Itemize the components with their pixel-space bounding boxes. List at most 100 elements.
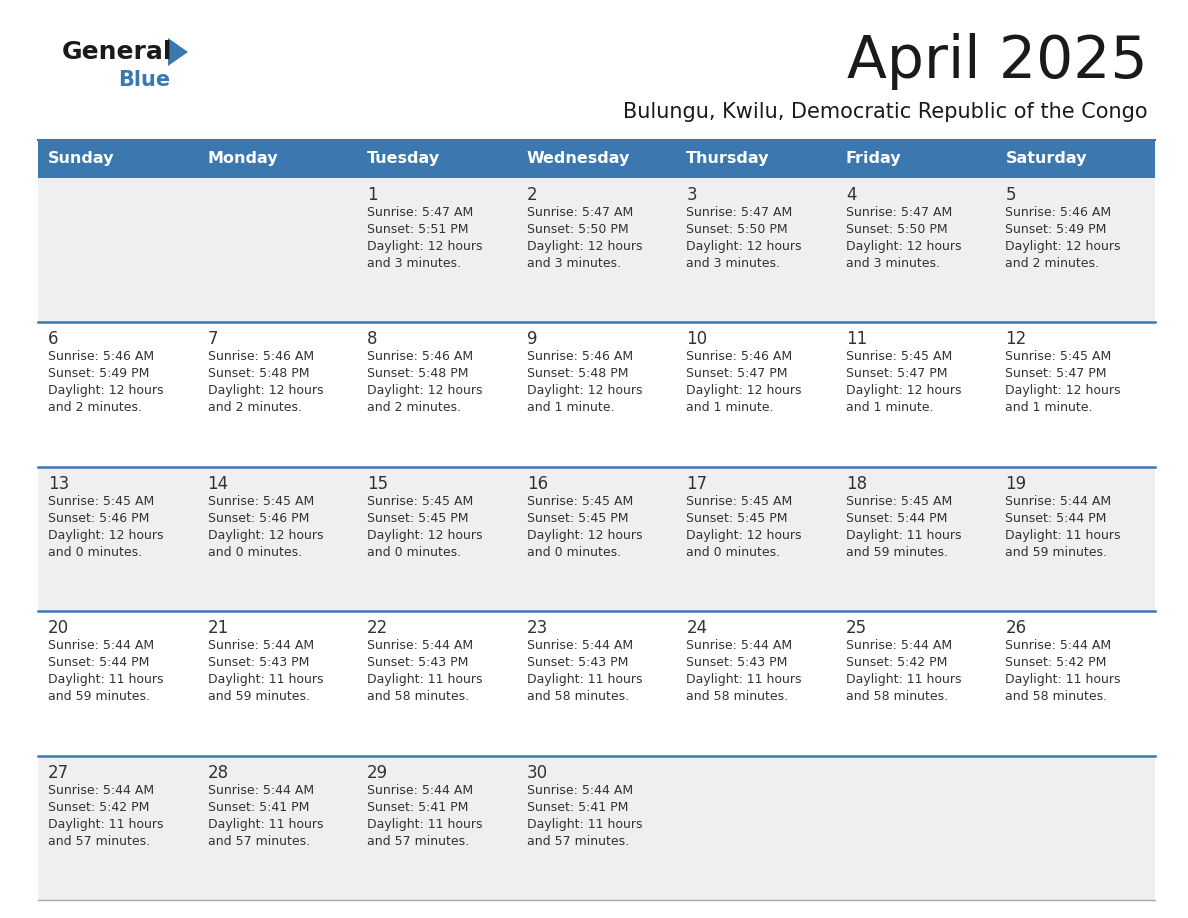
Text: and 0 minutes.: and 0 minutes. bbox=[687, 546, 781, 559]
Text: Sunset: 5:42 PM: Sunset: 5:42 PM bbox=[48, 800, 150, 813]
Bar bbox=[358, 466, 517, 611]
Text: Daylight: 11 hours: Daylight: 11 hours bbox=[208, 673, 323, 686]
Text: and 1 minute.: and 1 minute. bbox=[526, 401, 614, 414]
Text: Sunrise: 5:45 AM: Sunrise: 5:45 AM bbox=[1005, 351, 1112, 364]
Bar bbox=[676, 178, 836, 322]
Text: and 58 minutes.: and 58 minutes. bbox=[526, 690, 628, 703]
Text: General: General bbox=[62, 40, 172, 64]
Text: Sunrise: 5:46 AM: Sunrise: 5:46 AM bbox=[1005, 206, 1112, 219]
Text: Daylight: 11 hours: Daylight: 11 hours bbox=[208, 818, 323, 831]
Text: Daylight: 11 hours: Daylight: 11 hours bbox=[846, 529, 961, 542]
Text: Sunrise: 5:44 AM: Sunrise: 5:44 AM bbox=[1005, 495, 1112, 508]
Bar bbox=[836, 322, 996, 466]
Text: and 58 minutes.: and 58 minutes. bbox=[1005, 690, 1107, 703]
Text: Sunrise: 5:44 AM: Sunrise: 5:44 AM bbox=[687, 639, 792, 652]
Bar bbox=[836, 140, 996, 178]
Text: Sunrise: 5:46 AM: Sunrise: 5:46 AM bbox=[526, 351, 633, 364]
Text: Sunset: 5:43 PM: Sunset: 5:43 PM bbox=[687, 656, 788, 669]
Bar bbox=[517, 140, 676, 178]
Text: Sunrise: 5:44 AM: Sunrise: 5:44 AM bbox=[1005, 639, 1112, 652]
Text: Sunset: 5:44 PM: Sunset: 5:44 PM bbox=[846, 512, 947, 525]
Text: Sunrise: 5:44 AM: Sunrise: 5:44 AM bbox=[526, 639, 633, 652]
Bar bbox=[38, 322, 197, 466]
Bar bbox=[996, 611, 1155, 756]
Text: Sunrise: 5:44 AM: Sunrise: 5:44 AM bbox=[367, 639, 473, 652]
Text: Tuesday: Tuesday bbox=[367, 151, 441, 166]
Bar bbox=[38, 178, 197, 322]
Text: Daylight: 12 hours: Daylight: 12 hours bbox=[846, 385, 961, 397]
Bar bbox=[517, 466, 676, 611]
Text: Sunset: 5:44 PM: Sunset: 5:44 PM bbox=[1005, 512, 1107, 525]
Text: and 59 minutes.: and 59 minutes. bbox=[846, 546, 948, 559]
Text: Sunset: 5:50 PM: Sunset: 5:50 PM bbox=[846, 223, 948, 236]
Bar bbox=[996, 140, 1155, 178]
Bar bbox=[197, 611, 358, 756]
Text: Daylight: 11 hours: Daylight: 11 hours bbox=[367, 818, 482, 831]
Text: Sunset: 5:51 PM: Sunset: 5:51 PM bbox=[367, 223, 468, 236]
Text: Sunset: 5:45 PM: Sunset: 5:45 PM bbox=[687, 512, 788, 525]
Text: Daylight: 12 hours: Daylight: 12 hours bbox=[846, 240, 961, 253]
Bar bbox=[996, 178, 1155, 322]
Bar bbox=[517, 611, 676, 756]
Text: and 57 minutes.: and 57 minutes. bbox=[526, 834, 628, 847]
Text: Sunset: 5:43 PM: Sunset: 5:43 PM bbox=[367, 656, 468, 669]
Text: 29: 29 bbox=[367, 764, 388, 781]
Text: Sunrise: 5:45 AM: Sunrise: 5:45 AM bbox=[846, 495, 952, 508]
Text: Daylight: 11 hours: Daylight: 11 hours bbox=[846, 673, 961, 686]
Text: 20: 20 bbox=[48, 620, 69, 637]
Text: Daylight: 12 hours: Daylight: 12 hours bbox=[526, 529, 643, 542]
Text: Daylight: 12 hours: Daylight: 12 hours bbox=[687, 529, 802, 542]
Text: and 2 minutes.: and 2 minutes. bbox=[48, 401, 143, 414]
Text: Sunset: 5:41 PM: Sunset: 5:41 PM bbox=[526, 800, 628, 813]
Text: 1: 1 bbox=[367, 186, 378, 204]
Text: 2: 2 bbox=[526, 186, 537, 204]
Bar bbox=[676, 611, 836, 756]
Text: Sunset: 5:42 PM: Sunset: 5:42 PM bbox=[846, 656, 947, 669]
Text: Sunrise: 5:45 AM: Sunrise: 5:45 AM bbox=[846, 351, 952, 364]
Text: Daylight: 12 hours: Daylight: 12 hours bbox=[48, 385, 164, 397]
Text: Sunset: 5:50 PM: Sunset: 5:50 PM bbox=[687, 223, 788, 236]
Text: Friday: Friday bbox=[846, 151, 902, 166]
Polygon shape bbox=[168, 38, 188, 66]
Text: Daylight: 12 hours: Daylight: 12 hours bbox=[687, 240, 802, 253]
Text: and 2 minutes.: and 2 minutes. bbox=[367, 401, 461, 414]
Text: Sunrise: 5:46 AM: Sunrise: 5:46 AM bbox=[367, 351, 473, 364]
Bar bbox=[38, 756, 197, 900]
Text: Daylight: 12 hours: Daylight: 12 hours bbox=[208, 529, 323, 542]
Text: 22: 22 bbox=[367, 620, 388, 637]
Text: Sunrise: 5:44 AM: Sunrise: 5:44 AM bbox=[48, 639, 154, 652]
Bar bbox=[836, 466, 996, 611]
Text: 18: 18 bbox=[846, 475, 867, 493]
Text: Sunrise: 5:46 AM: Sunrise: 5:46 AM bbox=[208, 351, 314, 364]
Text: 9: 9 bbox=[526, 330, 537, 349]
Text: and 57 minutes.: and 57 minutes. bbox=[208, 834, 310, 847]
Text: and 0 minutes.: and 0 minutes. bbox=[208, 546, 302, 559]
Text: 10: 10 bbox=[687, 330, 707, 349]
Bar bbox=[836, 611, 996, 756]
Text: Sunset: 5:46 PM: Sunset: 5:46 PM bbox=[208, 512, 309, 525]
Text: Daylight: 11 hours: Daylight: 11 hours bbox=[48, 818, 164, 831]
Text: Sunrise: 5:45 AM: Sunrise: 5:45 AM bbox=[526, 495, 633, 508]
Text: 28: 28 bbox=[208, 764, 229, 781]
Text: Sunset: 5:45 PM: Sunset: 5:45 PM bbox=[367, 512, 468, 525]
Bar bbox=[517, 756, 676, 900]
Text: Daylight: 11 hours: Daylight: 11 hours bbox=[687, 673, 802, 686]
Text: Daylight: 12 hours: Daylight: 12 hours bbox=[367, 529, 482, 542]
Text: 25: 25 bbox=[846, 620, 867, 637]
Text: Sunset: 5:49 PM: Sunset: 5:49 PM bbox=[48, 367, 150, 380]
Text: and 0 minutes.: and 0 minutes. bbox=[526, 546, 621, 559]
Text: Daylight: 12 hours: Daylight: 12 hours bbox=[367, 385, 482, 397]
Bar bbox=[996, 756, 1155, 900]
Text: Sunset: 5:42 PM: Sunset: 5:42 PM bbox=[1005, 656, 1107, 669]
Text: Daylight: 12 hours: Daylight: 12 hours bbox=[48, 529, 164, 542]
Text: Sunrise: 5:46 AM: Sunrise: 5:46 AM bbox=[687, 351, 792, 364]
Text: April 2025: April 2025 bbox=[847, 33, 1148, 91]
Text: Sunset: 5:49 PM: Sunset: 5:49 PM bbox=[1005, 223, 1107, 236]
Text: and 0 minutes.: and 0 minutes. bbox=[367, 546, 461, 559]
Text: 30: 30 bbox=[526, 764, 548, 781]
Text: Blue: Blue bbox=[118, 70, 170, 90]
Bar bbox=[38, 466, 197, 611]
Text: Saturday: Saturday bbox=[1005, 151, 1087, 166]
Text: Sunrise: 5:47 AM: Sunrise: 5:47 AM bbox=[846, 206, 952, 219]
Text: and 3 minutes.: and 3 minutes. bbox=[687, 257, 781, 270]
